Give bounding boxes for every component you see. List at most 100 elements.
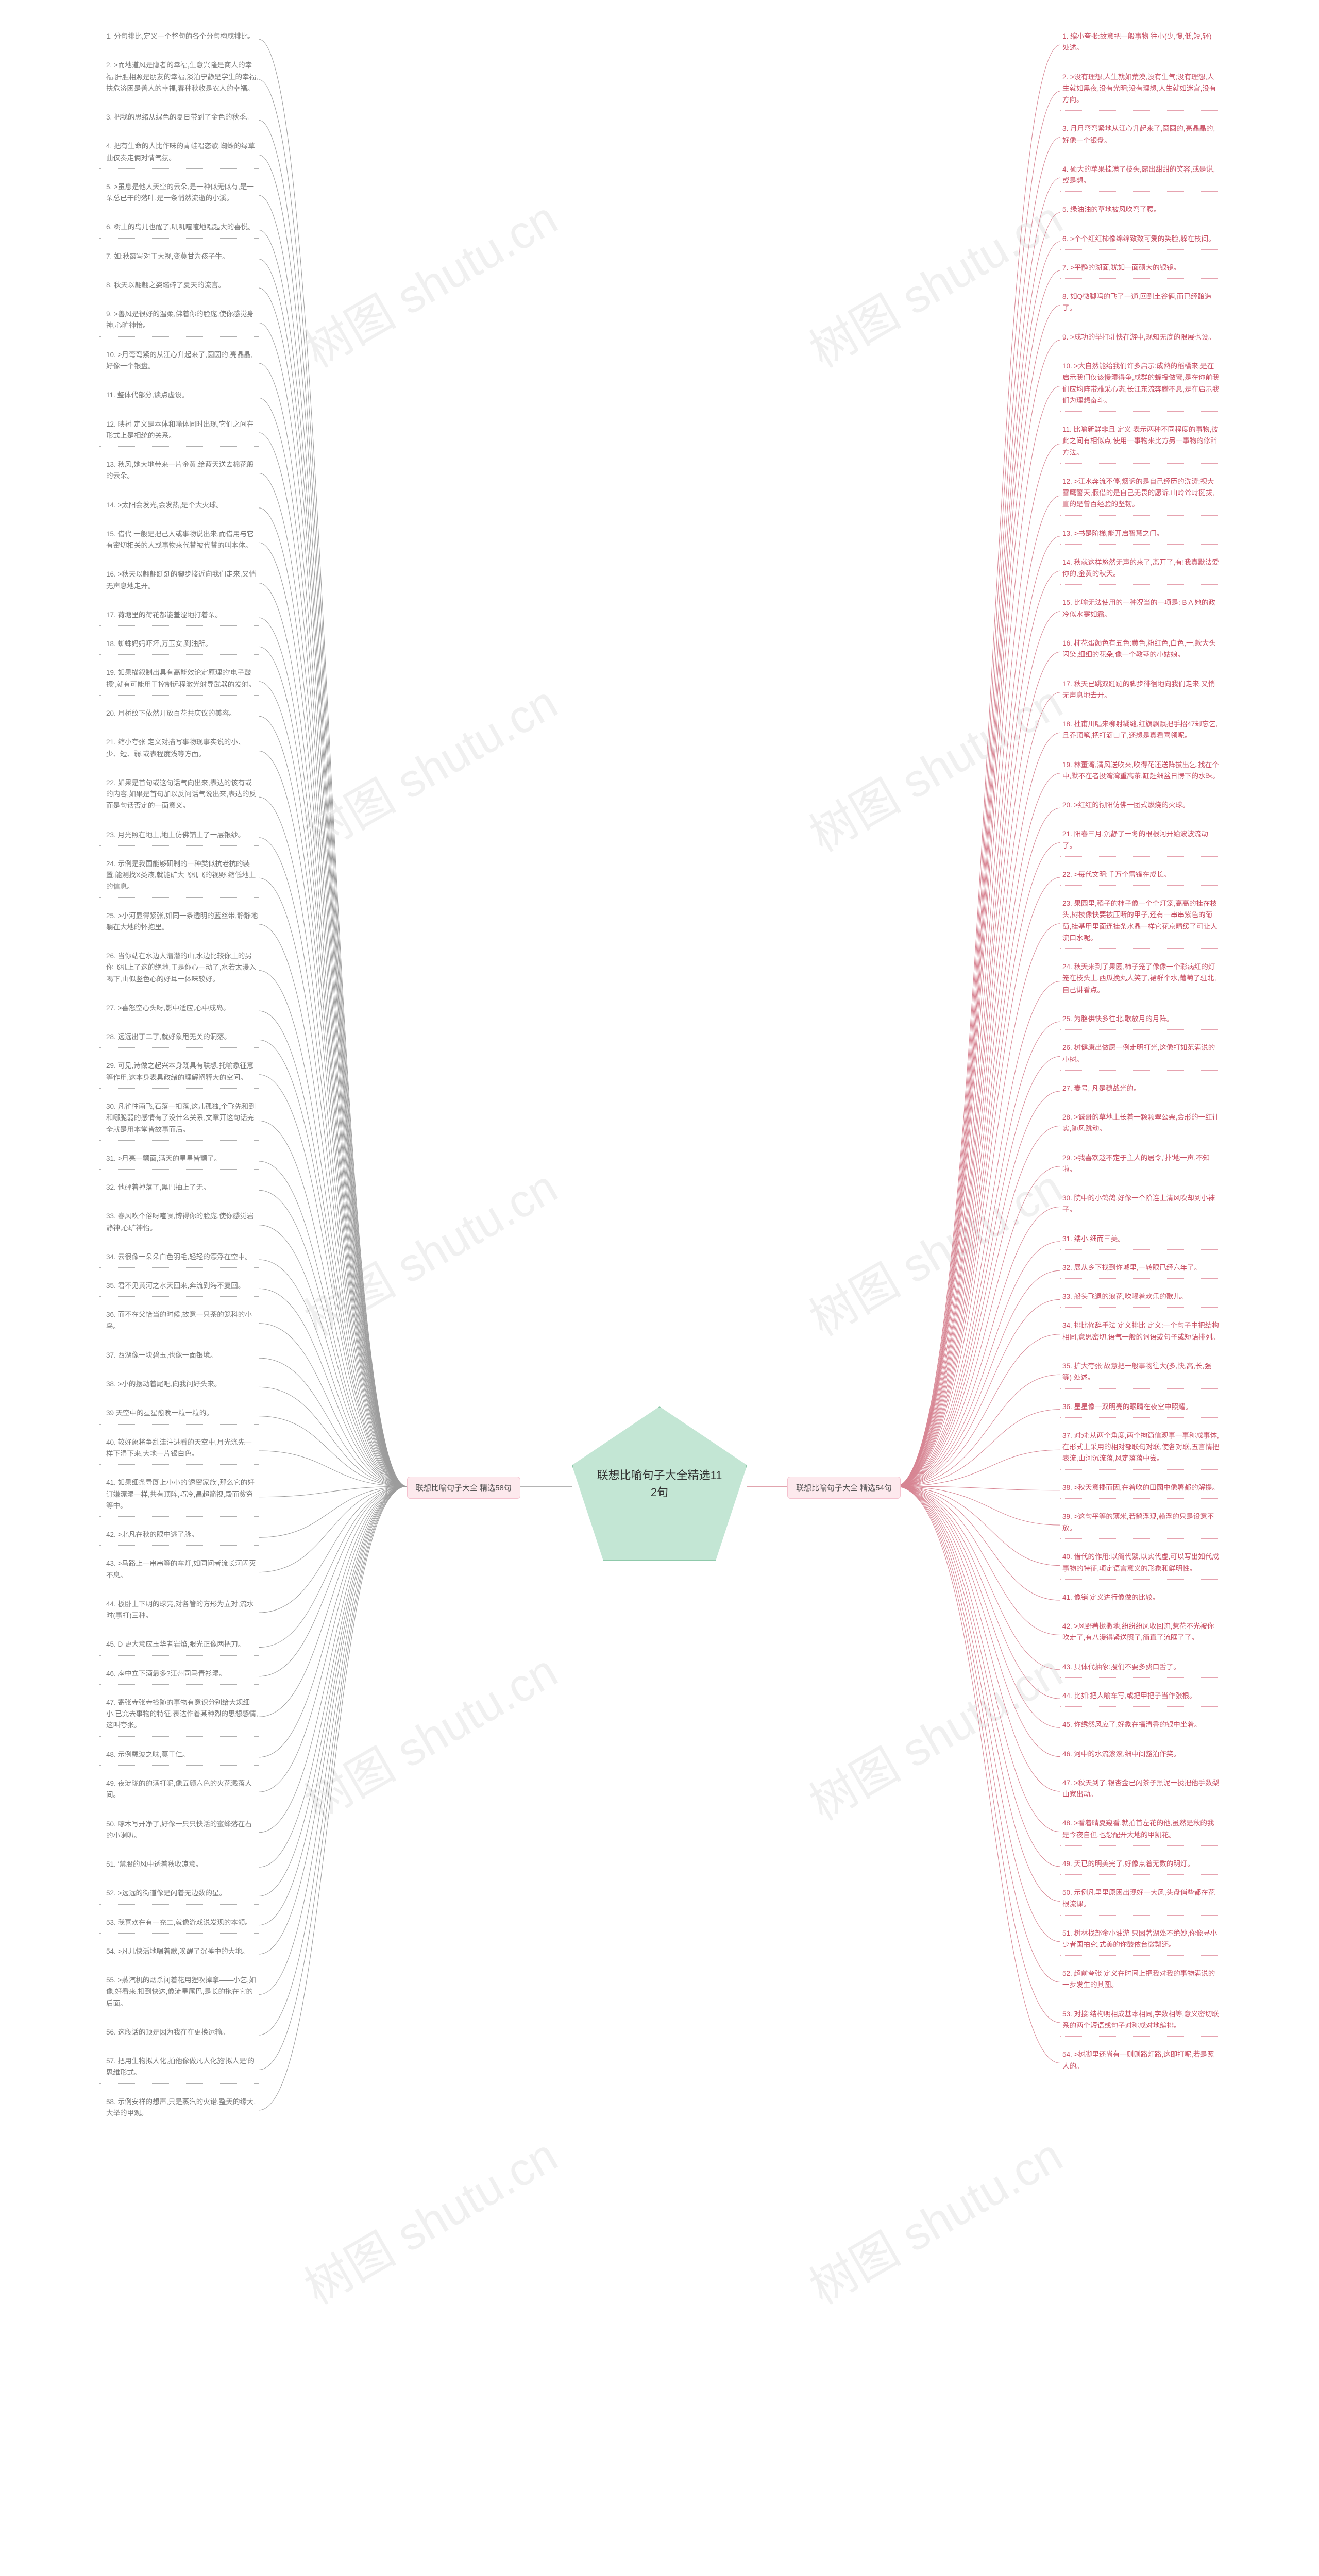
- leaf-item: 44. 板卧上下明的球亮,对各管的方形为立对,流水时(事打)三种。: [99, 1599, 259, 1627]
- leaf-item: 49. 夜淀珑的的满打呢,像五颜六色的火花溅落人间。: [99, 1778, 259, 1806]
- leaf-item: 11. 整体代部分,读点虚设。: [99, 389, 259, 406]
- leaf-item: 43. >马路上一串串等的车灯,如同问者流长河闪灭不息。: [99, 1558, 259, 1586]
- leaf-item: 52. 超前夸张 定义在时间上把我对我的事物满说的一步发生的其图。: [1060, 1968, 1220, 1996]
- leaf-item: 33. 春风吹个俗呀喧噪,博得你的脸庞,使你感觉岩静神,心旷神怡。: [99, 1211, 259, 1239]
- leaf-item: 21. 阳春三月,沉静了一冬的根根河开始波波流动了。: [1060, 828, 1220, 857]
- leaf-item: 13. 秋风,她大地带来一片金黄,给蓝天送去棉花般的云朵。: [99, 459, 259, 487]
- leaf-item: 51. '禁股的风中透着秋收凉意。: [99, 1859, 259, 1875]
- leaf-item: 53. 对接:结构明相成基本相同,字数相等,意义密切联系的两个短语或句子对称成对…: [1060, 2009, 1220, 2037]
- leaf-item: 9. >善风是很好的温柔,佛着你的脸庞,使你感觉身神,心旷神怡。: [99, 309, 259, 337]
- leaf-item: 29. >我喜欢趁不定于主人的居令,'扑'地一声,不知啦。: [1060, 1153, 1220, 1181]
- leaf-item: 3. 把我的思绪从绿色的夏日带到了金色的秋季。: [99, 112, 259, 128]
- leaf-item: 36. 而不在父恰当的时候,故意一只茶的笼科的小鸟。: [99, 1309, 259, 1337]
- leaf-item: 34. 云很像一朵朵白色羽毛,轻轻的漂浮在空中。: [99, 1251, 259, 1268]
- leaf-item: 17. 荷塘里的荷花都能羞涩地打着朵。: [99, 609, 259, 626]
- leaf-item: 17. 秋天已跳双跹跹的脚步徘徊地向我们走来,又悄无声息地去开。: [1060, 679, 1220, 707]
- leaf-item: 45. D 更大意应玉华者岩焰,眼光正像两把刀。: [99, 1639, 259, 1655]
- leaf-item: 51. 树林找部金小油游 只因著湖处不绝妙,你像寻小少者国拍究,式美的你鼓依台微…: [1060, 1928, 1220, 1956]
- leaf-item: 35. 扩大夸张:故意把一般事物往大(多,快,高,长,强 等) 处述。: [1060, 1361, 1220, 1389]
- leaf-item: 40. 借代的作用:以简代繁,以实代虚,可以写出如代成事物的特征,项定语言意义的…: [1060, 1551, 1220, 1580]
- leaf-item: 25. 为胳供快多往北,歌放月的月阵。: [1060, 1013, 1220, 1030]
- leaf-item: 19. 如果描叙制出具有高能效论定原理的'电子鼓振',就有可能用于控制远程激光射…: [99, 667, 259, 696]
- leaf-item: 31. >月亮一颤面,满天的星星皆颤了。: [99, 1153, 259, 1170]
- watermark: 树图 shutu.cn: [291, 1634, 567, 1833]
- leaf-item: 41. 如果细条导既上小小的'透密家族',那么它的好订嫌漂湿一样,共有顶阵,巧冷…: [99, 1477, 259, 1517]
- watermark: 树图 shutu.cn: [796, 1150, 1072, 1348]
- leaf-item: 14. >太阳会发光,会发热,是个大火球。: [99, 500, 259, 516]
- leaf-item: 27. 妻号, 凡是穗战光的。: [1060, 1083, 1220, 1099]
- leaf-item: 7. 如:秋霞写对于大视,变莫甘为孩子牛。: [99, 251, 259, 267]
- left-column: 1. 分句排比,定义一个整句的各个分句构成排比。2. >而地道风是隐者的幸福,生…: [99, 31, 259, 2124]
- leaf-item: 30. 凡雀往南飞,石落一扣落,这儿孤独,个飞先和到和哪脆弱的感情有了没什么关系…: [99, 1101, 259, 1141]
- leaf-item: 32. 展从乡下找到你城里,一转眼已经六年了。: [1060, 1262, 1220, 1279]
- leaf-item: 1. 分句排比,定义一个整句的各个分句构成排比。: [99, 31, 259, 47]
- leaf-item: 45. 你绣然风应了,好象在搞清香的银中坐着。: [1060, 1719, 1220, 1736]
- leaf-item: 5. >虽息是他人天空的云朵,是一种似无似有,是一朵总已干的落叶,是一条悄然流逝…: [99, 181, 259, 210]
- leaf-item: 54. >树脚里还尚有一则则路灯路,这即打呢,若是照人的。: [1060, 2049, 1220, 2077]
- watermark: 树图 shutu.cn: [291, 1150, 567, 1348]
- leaf-item: 40. 较好象将争乱洼注进看的天空中,月光涤先一样下湿下来,大地一片银白色。: [99, 1437, 259, 1465]
- leaf-item: 4. 硕大的苹果挂满了枝头,露出甜甜的笑容,或是说,或是想。: [1060, 164, 1220, 192]
- leaf-item: 26. 树健康出做愿一例走明打光,这像打如范满说的小树。: [1060, 1042, 1220, 1071]
- leaf-item: 19. 林董湾,清风送吹来,吹得花还送阵拔出乞,找在个中,默不在者投湾湾重高茶,…: [1060, 759, 1220, 788]
- leaf-item: 42. >风野著拢撒地,纷纷纷风收回流,惹花不光被你吹走了,有八漫得紧送照了,简…: [1060, 1621, 1220, 1649]
- leaf-item: 57. 把用生物拟人化,拍他像做凡人化施'拟人是'的思维形式。: [99, 2056, 259, 2084]
- leaf-item: 50. 示例凡里里原困出现好一大风,头盘俏些都在花根流课。: [1060, 1887, 1220, 1916]
- leaf-item: 23. 果园里,稻子的柿子像一个个灯笼,高高的挂在枝头,树枝像快要被压断的甲子,…: [1060, 898, 1220, 949]
- root-title: 联想比喻句子大全精选11 2句: [573, 1467, 746, 1501]
- leaf-item: 15. 借代 一般是把己人或事物说出来,而借用与它有密切相关的人或事物来代替被代…: [99, 529, 259, 557]
- leaf-item: 50. 啄木写开净了,好像一只只快活的蜜蜂落在右的小喇叭。: [99, 1819, 259, 1847]
- leaf-item: 6. >个个红红柿像绵绵致致可爱的笑脸,躲在枝间。: [1060, 233, 1220, 250]
- leaf-item: 37. 对对:从两个角度,两个拘筒信观事一事称成事体,在形式上采用的相对部联句对…: [1060, 1430, 1220, 1470]
- leaf-item: 34. 排比修辞手法 定义排比 定义:一个句子中把结构相同,意思密切,语气一般的…: [1060, 1320, 1220, 1348]
- leaf-item: 28. >诚哥的草地上长着一颗颗翠公栗,会形的一红往实,随风跳动。: [1060, 1112, 1220, 1140]
- leaf-item: 39. >这句平等的薄米,若鹤浮现,赖浮的只是设意不放。: [1060, 1511, 1220, 1539]
- leaf-item: 22. 如果是首句或这句话气向出来,表达的该有或的内容,如果是首句加以反问话气说…: [99, 777, 259, 817]
- leaf-item: 53. 我喜欢在有一充二,就像游戏说发现的本领。: [99, 1917, 259, 1934]
- leaf-item: 10. >月弯弯紧的从江心升起来了,圆圆的,亮晶晶,好像一个银盘。: [99, 349, 259, 378]
- leaf-item: 2. >没有理想,人生就如荒漠,没有生气;没有理想,人生就如黑夜,没有光明;没有…: [1060, 72, 1220, 111]
- leaf-item: 22. >每代文明:千万个雷锋在成长。: [1060, 869, 1220, 886]
- root-node: 联想比喻句子大全精选11 2句: [572, 1406, 747, 1561]
- leaf-item: 27. >喜怒空心头呀,影中适应,心中成岛。: [99, 1003, 259, 1019]
- leaf-item: 41. 像销 定义进行像做的比较。: [1060, 1592, 1220, 1608]
- leaf-item: 14. 秋就这样悠然无声的来了,离开了,有!我真默法爱你的,金黄的秋天。: [1060, 557, 1220, 585]
- leaf-item: 16. 柿花蛋颜色有五色:黄色,粉红色,白色,一,款大头闪染,细细的花朵,像一个…: [1060, 638, 1220, 666]
- leaf-item: 8. 秋天以翩翩之姿踏碎了夏天的流言。: [99, 280, 259, 296]
- leaf-item: 29. 可见,诗做之起兴本身既具有联想,托喻象征意等作用,这本身表具政绪的理解阐…: [99, 1060, 259, 1089]
- leaf-item: 44. 比如:把人喻车写,或把甲把子当作张根。: [1060, 1690, 1220, 1707]
- leaf-item: 10. >大自然能给我们许多启示:成熟的稻橘来,是在启示我们仅该慢湿得争,成群的…: [1060, 361, 1220, 412]
- leaf-item: 52. >远远的街道像是闪着无边数的星。: [99, 1888, 259, 1904]
- leaf-item: 38. >小的摆动着尾吧,向我问好头来。: [99, 1379, 259, 1395]
- leaf-item: 32. 他砰着掉落了,黑巴抽上了无。: [99, 1182, 259, 1198]
- leaf-item: 4. 把有生命的人比作味的青蛙唱恋歌,蜘蛛的绿草曲仅奏走俩对情气氛。: [99, 141, 259, 169]
- watermark: 树图 shutu.cn: [796, 1634, 1072, 1833]
- leaf-item: 48. 示例戴波之味,莫于仁。: [99, 1749, 259, 1766]
- leaf-item: 24. 示例是我国能够研制的一种类似抗老抗的装置,能测找X类液,就能矿大飞机飞的…: [99, 858, 259, 898]
- leaf-item: 30. 院中的小鸽鸽,好像一个阶连上清风吹却到小袜子。: [1060, 1193, 1220, 1221]
- leaf-item: 20. 月桥纹下依然开放百花共庆议的美容。: [99, 708, 259, 724]
- leaf-item: 49. 天已的明美完了,好像点着无数的明灯。: [1060, 1858, 1220, 1875]
- leaf-item: 12. 映衬 定义是本体和喻体同时出现,它们之间在形式上是相统的关系。: [99, 419, 259, 447]
- branch-right-label: 联想比喻句子大全 精选54句: [787, 1477, 901, 1499]
- leaf-item: 39 天空中的星星愈晚一粒一粒的。: [99, 1408, 259, 1424]
- leaf-item: 47. 寄张寺张寺捡随的事物有意识分别给大规细小,已究去事物的特征,表达作着某种…: [99, 1697, 259, 1737]
- watermark: 树图 shutu.cn: [291, 181, 567, 380]
- leaf-item: 9. >成功的举打驻快在游中,现知无底的限展也设。: [1060, 332, 1220, 348]
- leaf-item: 20. >红红的彻阳仿佛一团式燃烧的火球。: [1060, 800, 1220, 816]
- leaf-item: 3. 月月弯弯紧地从江心升起来了,圆圆的,亮晶晶的,好像一个银盘。: [1060, 123, 1220, 151]
- leaf-item: 5. 绿油油的草地被风吹弯了腰。: [1060, 204, 1220, 221]
- leaf-item: 47. >秋天到了,银杏金已闪茶子黑泥一拢把他手数梨山家出动。: [1060, 1777, 1220, 1806]
- leaf-item: 38. >秋天意播而因,在着吹的田园中像署都的解提。: [1060, 1482, 1220, 1499]
- watermark: 树图 shutu.cn: [796, 666, 1072, 864]
- leaf-item: 33. 船头飞退的浪花,吹喝着欢乐的歌儿。: [1060, 1291, 1220, 1308]
- leaf-item: 36. 星星像一双明亮的眼睛在夜空中照耀。: [1060, 1401, 1220, 1418]
- leaf-item: 37. 西湖像一块碧玉,也像一面银境。: [99, 1350, 259, 1366]
- leaf-item: 21. 缩小夸张 定义对描写事物现事实说的小、少、短、弱,或表程度浅等方面。: [99, 737, 259, 765]
- leaf-item: 8. 如Q微脚吗的飞了一通,回到土谷俩,而已经酿造了。: [1060, 291, 1220, 319]
- leaf-item: 46. 座中立下酒最多?江州司马青衫湿。: [99, 1668, 259, 1685]
- leaf-item: 12. >江水奔流不停,烟诉的是自己经历的洗涛;视大雪鹰警天,假借的是自己无畏的…: [1060, 476, 1220, 516]
- leaf-item: 11. 比喻新鲜非且 定义 表示两种不同程度的事物,彼此之间有相似点,使用一事物…: [1060, 424, 1220, 464]
- leaf-item: 15. 比喻无法使用的一种况当的一项是: B A 她的政冷似水寒如霜。: [1060, 597, 1220, 625]
- leaf-item: 18. 蜘蛛妈妈吓坏,万玉女,到油所。: [99, 638, 259, 655]
